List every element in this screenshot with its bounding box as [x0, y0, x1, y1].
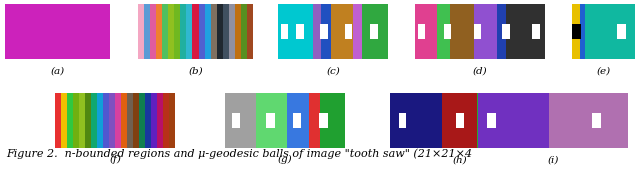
Bar	[370, 24, 378, 39]
Bar	[145, 93, 151, 148]
Bar	[169, 93, 175, 148]
Bar	[287, 93, 309, 148]
Bar	[320, 93, 345, 148]
Bar	[532, 24, 540, 39]
Bar	[278, 4, 313, 59]
Bar	[256, 93, 287, 148]
Bar	[456, 113, 464, 128]
Bar	[163, 93, 169, 148]
Bar	[321, 24, 328, 39]
Bar	[150, 4, 156, 59]
Bar	[241, 4, 247, 59]
Text: (b): (b)	[188, 66, 203, 75]
Text: Figure 2.  n-bounded regions and μ-geodesic balls of image "tooth saw" (21×21×4: Figure 2. n-bounded regions and μ-geodes…	[6, 148, 472, 159]
Bar	[133, 93, 139, 148]
Bar	[228, 4, 235, 59]
Bar	[266, 113, 275, 128]
Bar	[127, 93, 133, 148]
Bar	[235, 4, 241, 59]
Bar	[157, 93, 163, 148]
Bar	[580, 4, 585, 59]
Bar	[79, 93, 85, 148]
Bar	[442, 93, 477, 148]
Bar	[97, 93, 103, 148]
Bar	[437, 4, 450, 59]
Bar	[138, 4, 144, 59]
Bar	[151, 93, 157, 148]
Bar	[103, 93, 109, 148]
Bar	[205, 4, 211, 59]
Bar	[296, 24, 304, 39]
Bar	[85, 93, 91, 148]
Bar	[548, 93, 628, 148]
Text: (c): (c)	[326, 66, 340, 75]
Bar	[474, 24, 481, 39]
Bar	[344, 24, 352, 39]
Bar	[186, 4, 193, 59]
Bar	[180, 4, 186, 59]
Bar	[418, 24, 426, 39]
Bar	[444, 24, 451, 39]
Bar	[156, 4, 162, 59]
Bar	[144, 4, 150, 59]
Text: (e): (e)	[596, 66, 611, 75]
Bar	[585, 4, 635, 59]
Bar	[353, 4, 362, 59]
Text: (g): (g)	[278, 155, 292, 164]
Bar	[281, 24, 289, 39]
Bar	[313, 4, 321, 59]
Bar	[174, 4, 180, 59]
Bar	[390, 93, 442, 148]
Bar	[193, 4, 198, 59]
Bar	[91, 93, 97, 148]
Bar	[572, 4, 580, 59]
Bar	[232, 113, 240, 128]
Text: (a): (a)	[51, 66, 65, 75]
Bar	[415, 4, 437, 59]
Bar	[362, 4, 388, 59]
Text: (h): (h)	[452, 155, 467, 164]
Bar	[331, 4, 353, 59]
Bar	[67, 93, 73, 148]
Bar	[505, 113, 513, 128]
Bar	[488, 113, 495, 128]
Bar	[115, 93, 121, 148]
Bar	[450, 4, 474, 59]
Bar	[168, 4, 174, 59]
Bar	[121, 93, 127, 148]
Text: (d): (d)	[473, 66, 487, 75]
Bar	[478, 93, 548, 148]
Bar	[319, 113, 328, 128]
Bar	[162, 4, 168, 59]
Bar	[217, 4, 223, 59]
Bar	[293, 113, 301, 128]
Bar	[225, 93, 256, 148]
Bar	[198, 4, 205, 59]
Bar	[399, 113, 406, 128]
Bar	[55, 93, 61, 148]
Bar	[474, 4, 497, 59]
Bar	[247, 4, 253, 59]
Bar	[223, 4, 228, 59]
Text: (i): (i)	[547, 155, 559, 164]
Bar	[109, 93, 115, 148]
Bar	[73, 93, 79, 148]
Bar	[321, 4, 331, 59]
Bar	[139, 93, 145, 148]
Bar	[502, 24, 510, 39]
Bar	[61, 93, 67, 148]
Bar	[477, 93, 530, 148]
Bar	[497, 4, 506, 59]
Text: (f): (f)	[109, 155, 121, 164]
Bar	[572, 24, 580, 39]
Bar	[211, 4, 217, 59]
Bar	[506, 4, 545, 59]
Bar	[617, 24, 625, 39]
Bar	[309, 93, 320, 148]
Bar	[593, 113, 600, 128]
